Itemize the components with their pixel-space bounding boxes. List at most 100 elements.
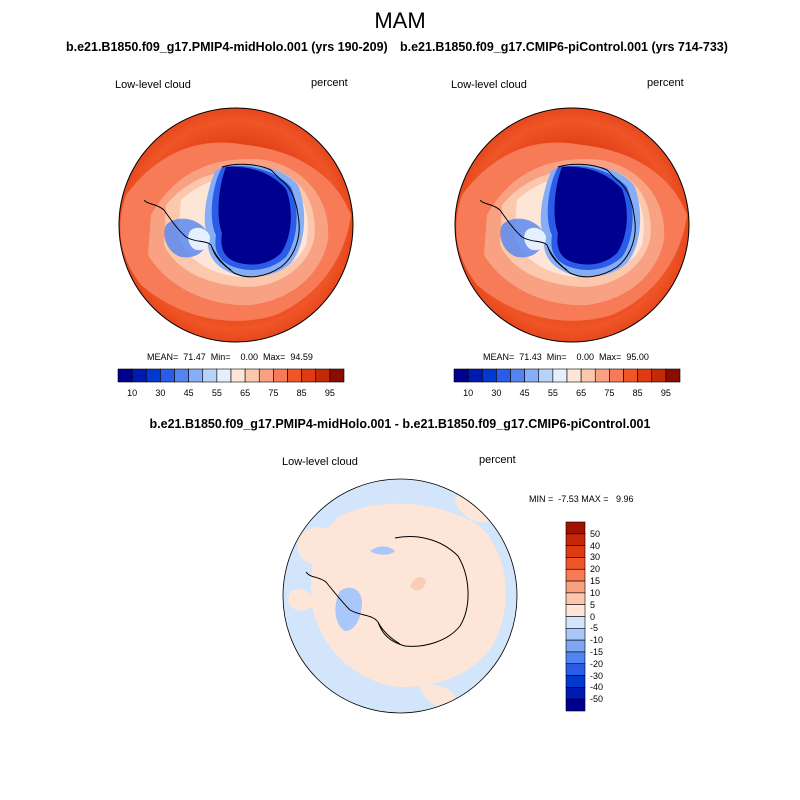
case-colorbar-tick-label: 30 (155, 388, 166, 398)
case-colorbar-tick-label: 85 (296, 388, 307, 398)
case-colorbar-swatch (273, 368, 288, 383)
control-colorbar-swatch (510, 368, 525, 383)
case-colorbar-ticks: 10 30 45 55 65 75 85 95 (0, 388, 800, 402)
control-colorbar-tick-label: 85 (632, 388, 643, 398)
difference-colorbar-tick-label: -30 (590, 670, 604, 681)
case-colorbar-swatch (244, 368, 260, 383)
control-colorbar-tick-label: 45 (519, 388, 530, 398)
difference-colorbar-tick-label: 30 (590, 552, 601, 563)
case-map-border (118, 107, 354, 343)
difference-colorbar-swatch (565, 580, 586, 594)
control-stats: MEAN= 71.43 Min= 0.00 Max= 95.00 (483, 352, 649, 362)
difference-stats: MIN = -7.53 MAX = 9.96 (529, 494, 634, 504)
control-colorbar-tick-label: 55 (547, 388, 558, 398)
season-title: MAM (374, 8, 426, 33)
difference-colorbar-tick-label: 20 (590, 564, 601, 575)
case-stats: MEAN= 71.47 Min= 0.00 Max= 94.59 (147, 352, 313, 362)
difference-colorbar-swatch (565, 687, 586, 700)
case-colorbar-swatch (287, 368, 302, 383)
difference-colorbar-tick-label: -10 (590, 635, 604, 646)
control-colorbar-swatch (538, 368, 554, 383)
control-map-border (454, 107, 690, 343)
case-colorbar-tick-label: 65 (240, 388, 251, 398)
control-colorbar-swatch (496, 368, 511, 383)
control-map (455, 108, 689, 342)
difference-colorbar-swatch (565, 557, 586, 570)
control-colorbar-tick-label: 95 (660, 388, 671, 398)
case-units-label: percent (311, 77, 348, 89)
difference-colorbar-tick-label: -15 (590, 646, 604, 657)
difference-colorbar-swatch (565, 639, 586, 653)
difference-variable-label: Low-level cloud (282, 456, 358, 468)
case-colorbar-tick-label: 75 (268, 388, 279, 398)
case-colorbar-tick-label: 10 (127, 388, 138, 398)
difference-colorbar-tick-label: 0 (590, 611, 596, 622)
control-colorbar-tick-label: 30 (491, 388, 502, 398)
case-colorbar-swatch (202, 368, 218, 383)
case-map (119, 108, 353, 342)
case-colorbar-swatch (160, 368, 175, 383)
difference-colorbar (565, 521, 586, 712)
control-colorbar-swatch (524, 368, 540, 383)
control-colorbar-ticks: 10 30 45 55 65 75 85 95 (0, 388, 800, 402)
control-colorbar-swatch (467, 368, 483, 383)
case-colorbar-tick-label: 45 (183, 388, 194, 398)
difference-colorbar-swatch (565, 592, 586, 605)
control-colorbar-swatch (453, 368, 469, 383)
control-colorbar-swatch (651, 368, 667, 383)
difference-colorbar-swatch (565, 616, 586, 629)
difference-colorbar-swatch (565, 663, 586, 676)
difference-units-label: percent (479, 454, 516, 466)
control-colorbar-swatch (481, 368, 497, 383)
control-units-label: percent (647, 77, 684, 89)
case-colorbar-swatch (145, 368, 161, 383)
case-colorbar-swatch (230, 368, 246, 383)
difference-colorbar-swatch (565, 545, 586, 558)
difference-colorbar-swatch (565, 628, 586, 641)
case-colorbar-swatch (329, 368, 345, 383)
case-colorbar-tick-label: 95 (324, 388, 335, 398)
difference-colorbar-tick-label: 5 (590, 599, 596, 610)
difference-colorbar-tick-label: -5 (590, 623, 599, 634)
case-colorbar-swatch (216, 368, 232, 383)
difference-colorbar-tick-label: 50 (590, 528, 601, 539)
difference-colorbar-tick-label: -50 (590, 694, 604, 705)
difference-colorbar-tick-label: 15 (590, 576, 601, 587)
difference-colorbar-swatch (565, 533, 586, 546)
control-colorbar-tick-label: 65 (576, 388, 587, 398)
difference-title: b.e21.B1850.f09_g17.PMIP4-midHolo.001 - … (149, 417, 651, 431)
control-colorbar-tick-label: 10 (463, 388, 474, 398)
case-colorbar (117, 368, 345, 383)
case-title: b.e21.B1850.f09_g17.PMIP4-midHolo.001 (y… (66, 40, 388, 54)
difference-colorbar-tick-label: -20 (590, 658, 604, 669)
control-title: b.e21.B1850.f09_g17.CMIP6-piControl.001 … (400, 40, 728, 54)
control-colorbar-swatch (552, 368, 568, 383)
control-variable-label: Low-level cloud (451, 79, 527, 91)
case-colorbar-tick-label: 55 (211, 388, 222, 398)
control-colorbar-swatch (566, 368, 582, 383)
case-variable-label: Low-level cloud (115, 79, 191, 91)
difference-map (283, 479, 517, 713)
case-colorbar-swatch (117, 368, 133, 383)
case-colorbar-swatch (301, 368, 317, 383)
case-colorbar-swatch (131, 368, 147, 383)
difference-colorbar-ticks: 50 40 30 20 15 10 5 0 -5 -10 -15 -20 -30 -40 -50 (590, 0, 630, 800)
difference-colorbar-swatch (565, 651, 586, 665)
control-colorbar-swatch (665, 368, 681, 383)
difference-colorbar-swatch (565, 521, 586, 535)
case-colorbar-swatch (188, 368, 204, 383)
difference-colorbar-swatch (565, 604, 586, 617)
case-colorbar-swatch (258, 368, 274, 383)
difference-colorbar-swatch (565, 568, 586, 582)
control-colorbar (453, 368, 681, 383)
control-colorbar-tick-label: 75 (604, 388, 615, 398)
difference-colorbar-tick-label: 40 (590, 540, 601, 551)
difference-colorbar-tick-label: 10 (590, 587, 601, 598)
control-colorbar-swatch (637, 368, 653, 383)
difference-colorbar-swatch (565, 675, 586, 688)
difference-colorbar-tick-label: -40 (590, 682, 604, 693)
case-colorbar-swatch (174, 368, 189, 383)
difference-colorbar-swatch (565, 698, 586, 712)
case-colorbar-swatch (315, 368, 331, 383)
